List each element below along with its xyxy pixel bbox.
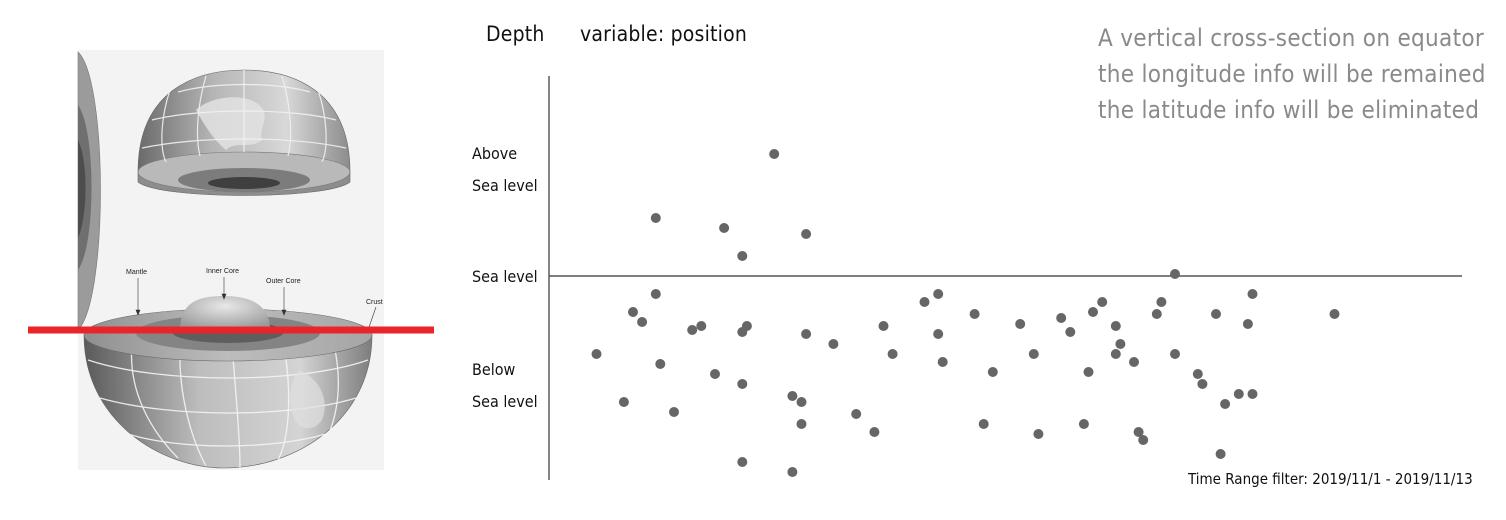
scatter-points (591, 149, 1340, 477)
scatter-point-35 (987, 367, 998, 377)
scatter-point-62 (1247, 289, 1258, 299)
y-tick-below-line2: Sea level (472, 392, 538, 411)
scatter-point-37 (1028, 349, 1039, 359)
scatter-point-61 (1242, 319, 1253, 329)
scatter-point-26 (869, 427, 880, 437)
scatter-point-6 (655, 359, 666, 369)
upper-hemisphere (137, 69, 351, 196)
scatter-point-33 (969, 309, 980, 319)
scatter-point-11 (719, 223, 730, 233)
scatter-point-3 (637, 317, 648, 327)
scatter-point-47 (1115, 339, 1126, 349)
scatter-point-44 (1097, 297, 1108, 307)
scatter-point-53 (1170, 269, 1180, 279)
scatter-point-0 (591, 349, 602, 359)
scatter-point-25 (851, 409, 862, 419)
crust-label: Crust (366, 299, 383, 306)
y-tick-above-line2: Sea level (472, 176, 538, 195)
scatter-point-55 (1192, 369, 1203, 379)
scatter-point-4 (650, 213, 661, 223)
scatter-point-5 (650, 289, 661, 299)
scatter-point-45 (1110, 321, 1121, 331)
scatter-point-64 (1329, 309, 1340, 319)
scatter-point-54 (1170, 349, 1180, 359)
scatter-point-42 (1083, 367, 1094, 377)
variable-label: variable: position (580, 22, 748, 46)
scatter-point-12 (737, 251, 748, 261)
y-tick-above-line1: Above (472, 144, 518, 163)
scatter-point-17 (769, 149, 780, 159)
scatter-point-36 (1015, 319, 1026, 329)
scatter-point-1 (618, 397, 629, 407)
y-tick-below-line1: Below (472, 360, 516, 379)
scatter-point-16 (737, 379, 748, 389)
scatter-point-32 (937, 357, 948, 367)
scatter-point-20 (796, 397, 807, 407)
scatter-point-51 (1151, 309, 1162, 319)
earth-cross-section-diagram: Mantle Inner Core Outer Core Crust (28, 51, 434, 469)
scatter-point-9 (696, 321, 707, 331)
scatter-point-49 (1133, 427, 1144, 437)
scatter-point-34 (978, 419, 989, 429)
scatter-point-56 (1197, 379, 1208, 389)
scatter-point-63 (1247, 389, 1258, 399)
scatter-point-60 (1233, 389, 1244, 399)
inner-core-label: Inner Core (206, 268, 239, 275)
scatter-point-57 (1211, 309, 1221, 319)
scatter-point-58 (1215, 449, 1226, 459)
scatter-point-24 (828, 339, 839, 349)
scatter-point-52 (1156, 297, 1167, 307)
scatter-point-31 (933, 329, 944, 339)
annotation-line-1: A vertical cross-section on equator (1098, 24, 1485, 52)
scatter-point-2 (628, 307, 638, 317)
side-hemisphere (77, 51, 101, 331)
scatter-point-50 (1138, 435, 1149, 445)
scatter-point-23 (801, 329, 812, 339)
scatter-point-10 (710, 369, 720, 379)
scatter-point-15 (737, 457, 748, 467)
scatter-point-8 (687, 325, 698, 335)
depth-axis-title: Depth (486, 22, 545, 46)
scatter-point-38 (1033, 429, 1044, 439)
scatter-point-29 (919, 297, 930, 307)
annotation-line-3: the latitude info will be eliminated (1098, 96, 1480, 124)
scatter-point-46 (1110, 349, 1121, 359)
scatter-point-22 (801, 229, 812, 239)
annotation-line-2: the longitude info will be remained (1098, 60, 1486, 88)
scatter-point-21 (796, 419, 807, 429)
scatter-point-40 (1065, 327, 1076, 337)
scatter-point-59 (1220, 399, 1231, 409)
time-range-filter[interactable]: Time Range filter: 2019/11/1 - 2019/11/1… (1188, 470, 1473, 488)
scatter-point-18 (787, 391, 798, 401)
layer-labels: Mantle Inner Core Outer Core Crust (126, 268, 383, 331)
scatter-point-43 (1088, 307, 1098, 317)
scatter-point-7 (669, 407, 679, 417)
scatter-point-39 (1056, 313, 1067, 323)
scatter-point-28 (887, 349, 898, 359)
outer-core-label: Outer Core (266, 278, 301, 285)
scatter-point-41 (1078, 419, 1089, 429)
scatter-point-27 (878, 321, 889, 331)
y-tick-sea-level: Sea level (472, 267, 538, 286)
scatter-point-19 (787, 467, 798, 477)
scatter-point-48 (1129, 357, 1139, 367)
scatter-point-14 (741, 321, 752, 331)
scatter-point-30 (933, 289, 944, 299)
mantle-label: Mantle (126, 269, 147, 276)
